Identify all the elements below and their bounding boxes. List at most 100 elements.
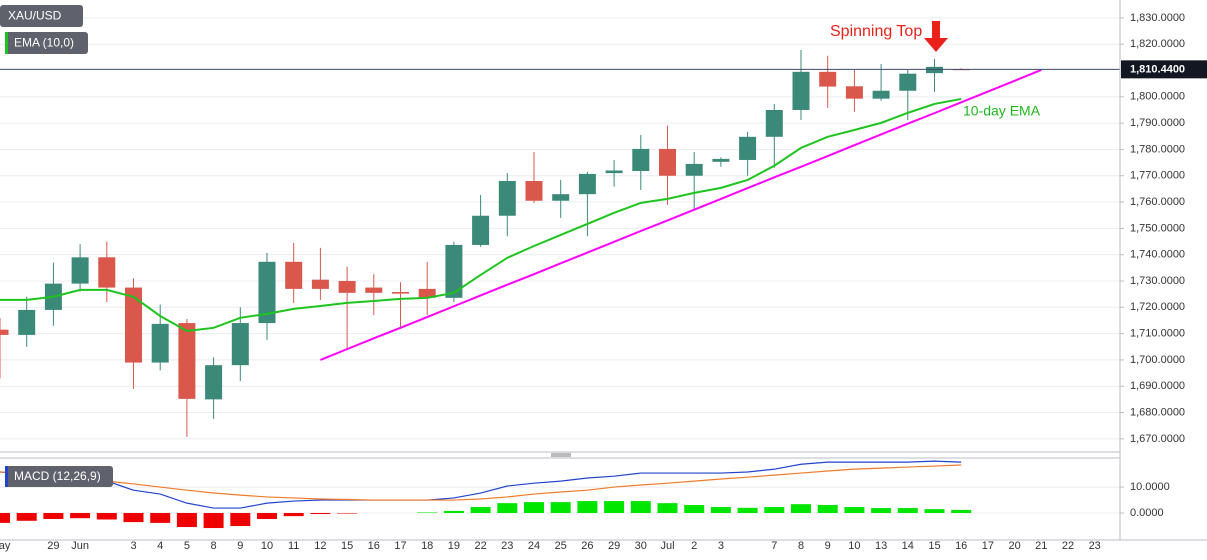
- symbol-label: XAU/USD: [8, 9, 62, 23]
- candle-body: [819, 71, 837, 87]
- histogram-bar: [203, 513, 224, 529]
- y-tick-label: 1,820.0000: [1130, 38, 1185, 50]
- x-tick-label: 22: [474, 540, 486, 552]
- x-tick-label: 9: [237, 540, 243, 552]
- x-tick-label: 8: [211, 540, 217, 552]
- x-tick-label: 10: [848, 540, 860, 552]
- histogram-bar: [604, 501, 625, 514]
- line: [0, 460, 962, 509]
- y-tick-label: 1,730.0000: [1130, 275, 1185, 287]
- histogram-bar: [897, 508, 918, 514]
- candle-body: [125, 287, 142, 363]
- histogram-bar: [283, 513, 304, 517]
- candle-body: [685, 163, 703, 176]
- histogram-bar: [16, 513, 37, 521]
- x-tick-label: 25: [555, 540, 567, 552]
- histogram-bar: [70, 513, 91, 519]
- candle-body: [605, 170, 623, 174]
- x-tick-label: 26: [581, 540, 593, 552]
- macd-legend-box[interactable]: [5, 466, 113, 487]
- x-tick-label: 18: [421, 540, 433, 552]
- x-tick-label: Jun: [71, 540, 89, 552]
- x-tick-label: 10: [261, 540, 273, 552]
- legend-box[interactable]: [5, 32, 88, 54]
- histogram-bar: [577, 501, 598, 514]
- candle-body: [498, 181, 516, 216]
- annotation: 10-day EMA: [963, 103, 1041, 119]
- x-tick-label: 21: [1035, 540, 1047, 552]
- main-plot-bg: [0, 0, 1120, 452]
- x-tick-label: 17: [982, 540, 994, 552]
- y-tick-label: 1,680.0000: [1130, 406, 1185, 418]
- candle-body: [0, 329, 9, 335]
- candle-body: [765, 109, 783, 137]
- legend-key: [5, 32, 8, 54]
- x-tick-label: 12: [314, 540, 326, 552]
- histogram-bar: [43, 513, 64, 519]
- candle-body: [872, 90, 890, 99]
- histogram-bar: [524, 502, 544, 514]
- candle-body: [258, 261, 276, 324]
- x-tick-label: 29: [608, 540, 620, 552]
- symbol-box[interactable]: [0, 5, 83, 27]
- candle-body: [845, 86, 863, 99]
- y-tick-label: 10.0000: [1130, 481, 1170, 493]
- histogram-bar: [257, 513, 277, 519]
- x-tick-label: 13: [875, 540, 887, 552]
- last-price-box: [1121, 60, 1207, 79]
- line: [0, 97, 962, 333]
- histogram-bar: [123, 513, 144, 523]
- candle-body: [231, 323, 249, 366]
- x-tick-label: 20: [1008, 540, 1020, 552]
- x-tick-label: May: [0, 540, 11, 552]
- candle-body: [285, 261, 303, 289]
- candle-body: [18, 309, 36, 335]
- x-tick-label: 5: [184, 540, 190, 552]
- candle-body: [205, 365, 223, 400]
- x-tick-label: 15: [341, 540, 353, 552]
- histogram-bar: [791, 504, 811, 514]
- marks: 1,670.0000 1,680.0000 1,690.0000 1,700.0000…: [0, 12, 1207, 552]
- y-tick-label: 1,760.0000: [1130, 196, 1185, 208]
- line: [0, 464, 962, 501]
- histogram-bar: [684, 504, 705, 514]
- x-tick-label: 23: [1089, 540, 1101, 552]
- candle-body: [418, 288, 436, 298]
- x-tick-label: 14: [902, 540, 914, 552]
- x-tick-label: 23: [501, 540, 513, 552]
- candle-body: [311, 279, 329, 289]
- histogram-bar: [550, 502, 571, 514]
- x-tick-label: 30: [635, 540, 647, 552]
- legend-key: [5, 466, 8, 487]
- x-tick-label: 22: [1062, 540, 1074, 552]
- x-tick-label: 3: [718, 540, 724, 552]
- histogram-bar: [951, 509, 972, 514]
- x-tick-label: 11: [288, 540, 299, 552]
- histogram-bar: [657, 503, 678, 514]
- candle-body: [739, 136, 757, 160]
- x-tick-label: Jul: [660, 540, 674, 552]
- candle-body: [178, 323, 196, 399]
- histogram-bar: [470, 507, 491, 514]
- x-tick-label: 15: [928, 540, 940, 552]
- y-tick-label: 0.0000: [1130, 507, 1164, 519]
- candle-body: [926, 66, 943, 74]
- y-tick-label: 1,740.0000: [1130, 249, 1185, 261]
- resize-handle[interactable]: [551, 453, 571, 457]
- annotation: Spinning Top: [830, 23, 922, 40]
- histogram-bar: [817, 504, 838, 514]
- y-tick-label: 1,720.0000: [1130, 301, 1185, 313]
- histogram-bar: [96, 513, 117, 520]
- histogram-bar: [176, 513, 197, 528]
- x-tick-label: 9: [825, 540, 831, 552]
- candle-body: [472, 215, 490, 245]
- histogram-bar: [630, 501, 651, 514]
- y-tick-label: 1,800.0000: [1130, 91, 1185, 103]
- y-tick-label: 1,780.0000: [1130, 143, 1185, 155]
- candle-body: [365, 287, 383, 293]
- histogram-bar: [497, 503, 518, 514]
- x-tick-label: 17: [394, 540, 406, 552]
- histogram-bar: [230, 513, 251, 526]
- histogram-bar: [310, 513, 331, 515]
